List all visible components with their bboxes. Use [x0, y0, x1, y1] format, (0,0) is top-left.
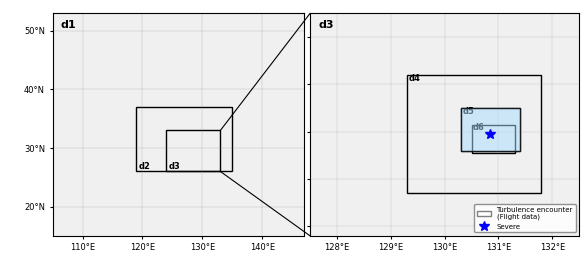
Text: d1: d1 [60, 20, 76, 30]
Bar [407, 75, 542, 193]
Text: d3: d3 [168, 162, 180, 170]
Bar [167, 131, 221, 172]
Bar [461, 108, 520, 151]
Text: d2: d2 [138, 162, 150, 170]
Text: d3: d3 [318, 20, 333, 30]
Bar [461, 108, 520, 151]
Legend: Turbulence encounter
(Flight data), Severe: Turbulence encounter (Flight data), Seve… [474, 204, 576, 232]
Text: d6: d6 [473, 123, 485, 132]
Text: d4: d4 [408, 74, 421, 83]
Bar [136, 107, 232, 172]
Bar [472, 125, 515, 153]
Text: d5: d5 [462, 107, 474, 116]
